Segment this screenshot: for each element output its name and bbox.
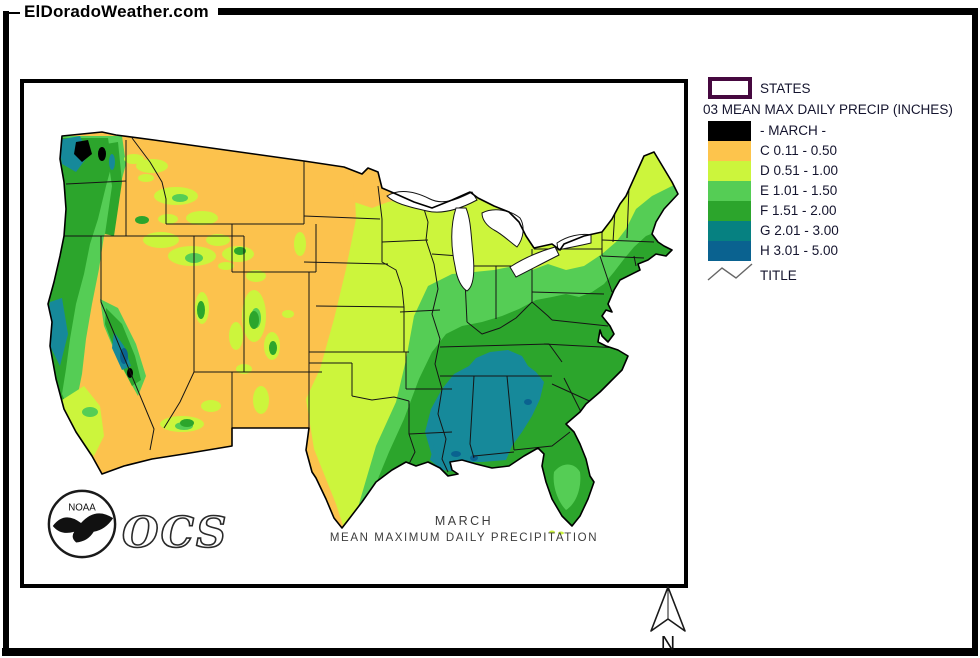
noaa-bird-icon bbox=[52, 513, 114, 543]
legend-label-h: H 3.01 - 5.00 bbox=[760, 243, 839, 258]
page-border-right bbox=[972, 8, 978, 656]
legend-label-f: F 1.51 - 2.00 bbox=[760, 203, 837, 218]
page-border-top bbox=[218, 8, 978, 15]
legend-label-d: D 0.51 - 1.00 bbox=[760, 163, 839, 178]
legend-label-march: - MARCH - bbox=[760, 123, 826, 138]
us-precipitation-map bbox=[47, 131, 679, 535]
legend-label-g: G 2.01 - 3.00 bbox=[760, 223, 839, 238]
legend-swatch-march bbox=[708, 121, 751, 141]
legend-swatch-g bbox=[708, 221, 751, 241]
map-caption: MARCH MEAN MAXIMUM DAILY PRECIPITATION bbox=[264, 514, 664, 544]
site-title: ElDoradoWeather.com bbox=[24, 2, 209, 21]
noaa-text: NOAA bbox=[68, 502, 96, 513]
florida-keys bbox=[558, 531, 564, 535]
legend-swatch-e bbox=[708, 181, 751, 201]
noaa-logo: NOAA bbox=[45, 487, 119, 561]
legend-swatch-h bbox=[708, 241, 751, 261]
us-outline bbox=[47, 131, 679, 529]
florida-keys bbox=[549, 530, 555, 534]
states-label: STATES bbox=[760, 81, 811, 96]
legend-label-e: E 1.01 - 1.50 bbox=[760, 183, 838, 198]
legend-swatch-d bbox=[708, 161, 751, 181]
ocs-logo: OCS bbox=[121, 507, 229, 558]
page-border-left bbox=[3, 11, 9, 650]
states-swatch bbox=[708, 77, 752, 99]
north-label: N bbox=[660, 633, 676, 655]
legend-header: 03 MEAN MAX DAILY PRECIP (INCHES) bbox=[703, 102, 953, 117]
legend-swatch-f bbox=[708, 201, 751, 221]
title-line-icon bbox=[707, 263, 753, 281]
north-arrow-icon bbox=[650, 586, 686, 632]
legend-label-c: C 0.11 - 0.50 bbox=[760, 143, 838, 158]
map-frame bbox=[20, 79, 688, 588]
legend-swatch-c bbox=[708, 141, 751, 161]
legend-title-label: TITLE bbox=[760, 268, 797, 283]
title-left-rule bbox=[5, 12, 20, 14]
page-border-bottom bbox=[2, 648, 978, 656]
caption-month: MARCH bbox=[434, 514, 494, 528]
caption-subtitle: MEAN MAXIMUM DAILY PRECIPITATION bbox=[329, 532, 599, 544]
noaa-seal-icon: NOAA bbox=[47, 489, 117, 559]
great-lakes bbox=[386, 191, 592, 292]
